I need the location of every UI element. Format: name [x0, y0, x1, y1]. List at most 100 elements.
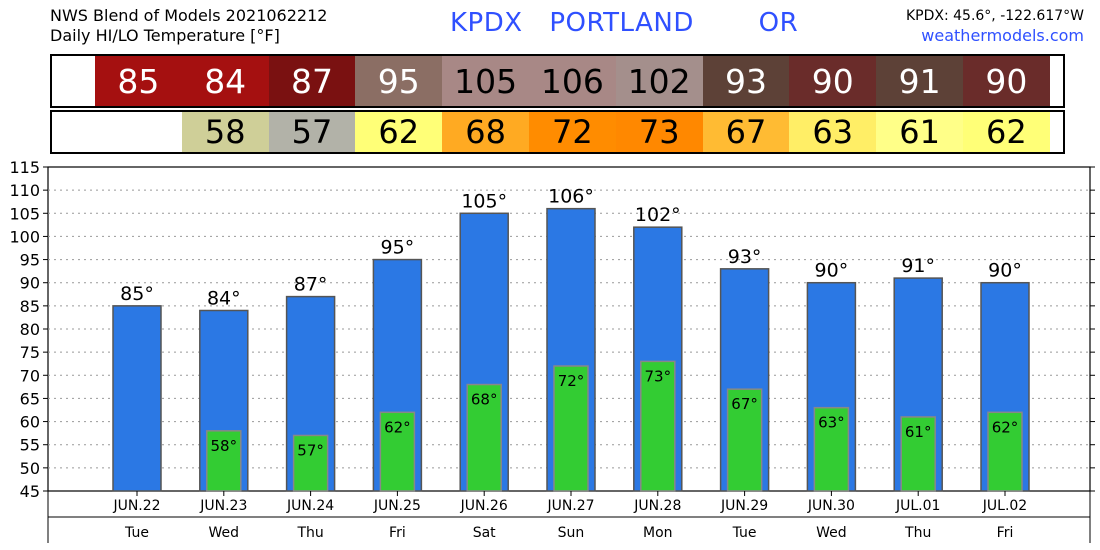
- low-temp-label: 61°: [905, 423, 932, 441]
- low-temp-bar: [813, 406, 850, 492]
- y-tick-label: 60: [20, 413, 40, 432]
- y-tick-label: 65: [20, 389, 40, 408]
- low-temp-bar: [553, 365, 589, 492]
- low-temp-cell-0: [95, 112, 182, 152]
- high-temp-cell-3: 95: [355, 56, 443, 106]
- low-temp-bar: [900, 416, 936, 492]
- high-temp-label: 102°: [635, 204, 681, 226]
- low-temp-label: 57°: [297, 441, 324, 459]
- low-temp-cell-8: 63: [789, 112, 877, 152]
- low-temp-label: 62°: [992, 418, 1019, 436]
- station-code: KPDX: [450, 8, 523, 38]
- station-header: KPDX PORTLAND OR: [450, 8, 816, 38]
- x-day-label: Fri: [389, 525, 406, 541]
- x-date-label: JUN.25: [373, 498, 421, 514]
- high-temp-cell-1: 84: [181, 56, 269, 106]
- low-temp-cell-5: 72: [529, 112, 616, 152]
- high-temperature-strip: 85 84 87 95 105 106 102 93 90 91 90: [50, 54, 1065, 108]
- low-temp-bar: [640, 360, 676, 492]
- x-date-label: JUN.28: [633, 498, 681, 514]
- high-temp-label: 105°: [461, 190, 507, 212]
- high-temp-label: 93°: [728, 246, 762, 268]
- x-date-label: JUN.22: [112, 498, 160, 514]
- high-temp-cell-4: 105: [442, 56, 529, 106]
- y-tick-label: 115: [9, 158, 40, 177]
- low-temp-cell-4: 68: [442, 112, 529, 152]
- low-temp-cell-10: 62: [963, 112, 1050, 152]
- low-temp-label: 62°: [384, 418, 411, 436]
- model-title: NWS Blend of Models 2021062212: [50, 6, 328, 25]
- low-temp-cell-3: 62: [355, 112, 443, 152]
- x-day-label: Wed: [816, 525, 847, 541]
- y-tick-label: 55: [20, 436, 40, 455]
- x-day-label: Thu: [296, 525, 323, 541]
- city-name: PORTLAND: [549, 8, 694, 38]
- low-temp-label: 67°: [731, 395, 758, 413]
- low-temp-bar: [206, 430, 242, 492]
- high-temp-cell-8: 90: [789, 56, 877, 106]
- x-day-label: Mon: [643, 525, 673, 541]
- x-date-label: JUN.24: [286, 498, 334, 514]
- x-day-label: Tue: [732, 525, 757, 541]
- low-temp-label: 72°: [558, 372, 585, 390]
- y-tick-label: 95: [20, 251, 40, 270]
- y-tick-label: 45: [20, 482, 40, 501]
- x-date-label: JUN.27: [546, 498, 594, 514]
- x-day-label: Wed: [209, 525, 240, 541]
- chart-subtitle: Daily HI/LO Temperature [°F]: [50, 26, 280, 45]
- high-temp-cell-10: 90: [963, 56, 1050, 106]
- high-temp-label: 91°: [901, 255, 935, 277]
- low-temp-cell-1: 58: [181, 112, 269, 152]
- x-date-label: JUN.26: [460, 498, 508, 514]
- x-day-label: Fri: [997, 525, 1014, 541]
- high-temp-cell-2: 87: [268, 56, 356, 106]
- x-date-label: JUN.29: [720, 498, 768, 514]
- x-date-label: JUN.23: [199, 498, 247, 514]
- low-temp-label: 68°: [471, 391, 498, 409]
- x-day-label: Sat: [473, 525, 496, 541]
- x-day-label: Tue: [124, 525, 149, 541]
- low-temp-bar: [987, 411, 1023, 492]
- station-coords: KPDX: 45.6°, -122.617°W: [905, 8, 1084, 24]
- y-tick-label: 50: [20, 459, 40, 478]
- low-temp-cell-9: 61: [876, 112, 963, 152]
- temperature-bar-chart: 45 50 55 60 65 70 75 80 85 90 95 100 105 110 115 85° 84°…: [9, 158, 1095, 543]
- site-link[interactable]: weathermodels.com: [921, 26, 1084, 45]
- x-date-label: JUN.30: [807, 498, 855, 514]
- x-day-label: Sun: [558, 525, 585, 541]
- high-temp-label: 84°: [207, 287, 241, 309]
- low-temp-bar: [292, 434, 329, 492]
- y-tick-label: 70: [20, 366, 40, 385]
- high-temp-bar: [112, 305, 162, 492]
- y-tick-label: 80: [20, 320, 40, 339]
- high-temp-label: 106°: [548, 186, 594, 208]
- low-temp-bar: [726, 388, 763, 492]
- high-temp-cell-9: 91: [876, 56, 963, 106]
- low-temp-cell-7: 67: [702, 112, 790, 152]
- high-temp-cell-0: 85: [95, 56, 182, 106]
- high-temp-label: 87°: [294, 274, 328, 296]
- y-tick-label: 85: [20, 297, 40, 316]
- header-right: KPDX: 45.6°, -122.617°W weathermodels.co…: [906, 6, 1084, 46]
- low-temp-cell-2: 57: [268, 112, 356, 152]
- low-temp-label: 63°: [818, 414, 845, 432]
- y-tick-label: 110: [9, 181, 40, 200]
- high-temp-cell-5: 106: [529, 56, 616, 106]
- low-temp-cell-6: 73: [615, 112, 703, 152]
- y-tick-label: 75: [20, 343, 40, 362]
- x-day-label: Thu: [904, 525, 931, 541]
- x-date-label: JUL.01: [895, 498, 940, 514]
- high-temp-label: 85°: [120, 283, 154, 305]
- high-temp-label: 90°: [815, 260, 849, 282]
- high-temp-label: 90°: [988, 260, 1022, 282]
- low-temp-label: 58°: [211, 437, 238, 455]
- y-tick-label: 105: [9, 204, 40, 223]
- high-temp-cell-6: 102: [615, 56, 703, 106]
- low-temp-label: 73°: [645, 367, 672, 385]
- y-tick-label: 90: [20, 274, 40, 293]
- high-temp-label: 95°: [381, 237, 415, 259]
- low-temperature-strip: 58 57 62 68 72 73 67 63 61 62: [50, 110, 1065, 154]
- high-temp-cell-7: 93: [702, 56, 790, 106]
- state-name: OR: [758, 8, 799, 38]
- x-date-label: JUL.02: [982, 498, 1027, 514]
